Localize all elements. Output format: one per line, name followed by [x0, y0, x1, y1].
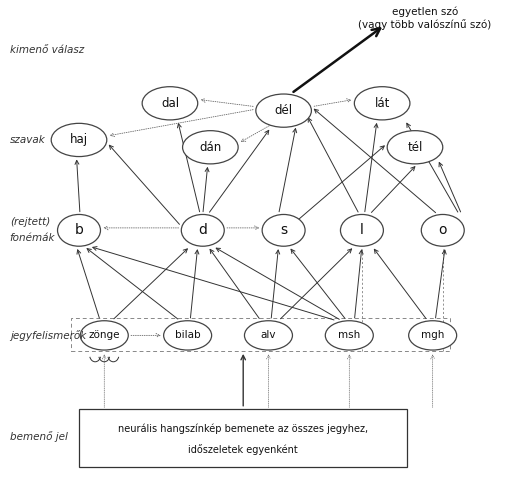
Text: bemenő jel: bemenő jel — [10, 431, 68, 442]
Ellipse shape — [256, 94, 311, 127]
Text: mgh: mgh — [420, 330, 443, 341]
Ellipse shape — [51, 123, 106, 157]
Text: (rejtett): (rejtett) — [10, 217, 50, 226]
Ellipse shape — [354, 87, 409, 120]
Text: tél: tél — [407, 141, 422, 154]
Ellipse shape — [262, 215, 304, 246]
Text: b: b — [74, 223, 83, 237]
Text: o: o — [438, 223, 446, 237]
Text: haj: haj — [70, 133, 88, 147]
Text: zönge: zönge — [89, 330, 120, 341]
Ellipse shape — [386, 131, 442, 164]
Text: s: s — [279, 223, 287, 237]
Text: dal: dal — [160, 97, 179, 110]
Text: bilab: bilab — [175, 330, 200, 341]
Ellipse shape — [340, 215, 383, 246]
Ellipse shape — [244, 321, 292, 350]
Text: d: d — [198, 223, 207, 237]
Ellipse shape — [163, 321, 211, 350]
Text: (vagy több valószínű szó): (vagy több valószínű szó) — [358, 19, 491, 30]
Text: kimenő válasz: kimenő válasz — [10, 45, 84, 54]
Ellipse shape — [408, 321, 456, 350]
Ellipse shape — [80, 321, 128, 350]
Bar — [71, 318, 449, 351]
Text: alv: alv — [260, 330, 276, 341]
Text: szavak: szavak — [10, 135, 45, 145]
Text: msh: msh — [337, 330, 360, 341]
Ellipse shape — [58, 215, 100, 246]
Text: fonémák: fonémák — [10, 233, 55, 243]
Text: dán: dán — [199, 141, 221, 154]
Ellipse shape — [420, 215, 463, 246]
FancyBboxPatch shape — [79, 409, 407, 467]
Text: lát: lát — [374, 97, 389, 110]
Ellipse shape — [181, 215, 224, 246]
Ellipse shape — [325, 321, 373, 350]
Text: dél: dél — [274, 104, 292, 117]
Text: jegyfelismerők: jegyfelismerők — [10, 330, 86, 341]
Ellipse shape — [182, 131, 238, 164]
Ellipse shape — [142, 87, 197, 120]
Text: egyetlen szó: egyetlen szó — [391, 7, 457, 17]
Text: időszeletek egyenként: időszeletek egyenként — [188, 444, 297, 455]
Text: l: l — [359, 223, 363, 237]
Text: neurális hangszínkép bemenete az összes jegyhez,: neurális hangszínkép bemenete az összes … — [118, 424, 367, 435]
